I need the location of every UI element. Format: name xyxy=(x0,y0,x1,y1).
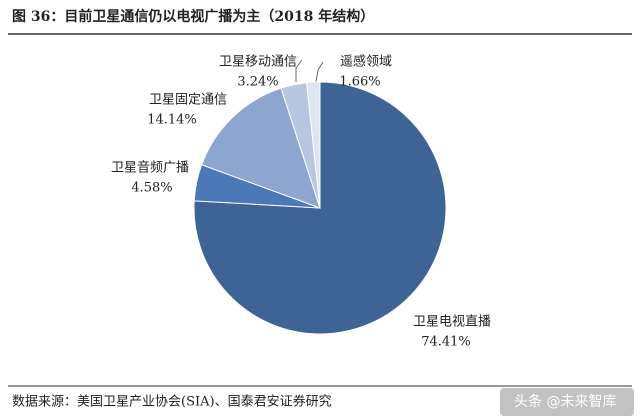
source: 数据来源：美国卫星产业协会(SIA)、国泰君安证券研究 xyxy=(12,394,332,410)
leader xyxy=(315,61,324,83)
slice-label: 卫星移动通信 xyxy=(219,55,297,70)
value-label: 14.14% xyxy=(147,113,197,128)
slice-label: 卫星电视直播 xyxy=(413,315,491,330)
slice-label: 遥感领域 xyxy=(340,54,392,70)
value-label: 74.41% xyxy=(421,335,471,350)
chart-title: 图 36：目前卫星通信仍以电视广播为主（2018 年结构） xyxy=(12,8,374,25)
pie-slice xyxy=(193,81,447,335)
watermark: 头条 @未来智库 xyxy=(514,393,616,410)
value-label: 3.24% xyxy=(237,75,278,90)
watermark-bg xyxy=(500,388,634,416)
slice-label: 卫星固定通信 xyxy=(149,93,227,108)
slice-label: 卫星音频广播 xyxy=(111,160,189,176)
pie-slice xyxy=(306,81,321,209)
leader xyxy=(295,59,303,82)
value-label: 1.66% xyxy=(339,75,380,90)
value-label: 4.58% xyxy=(131,181,172,196)
